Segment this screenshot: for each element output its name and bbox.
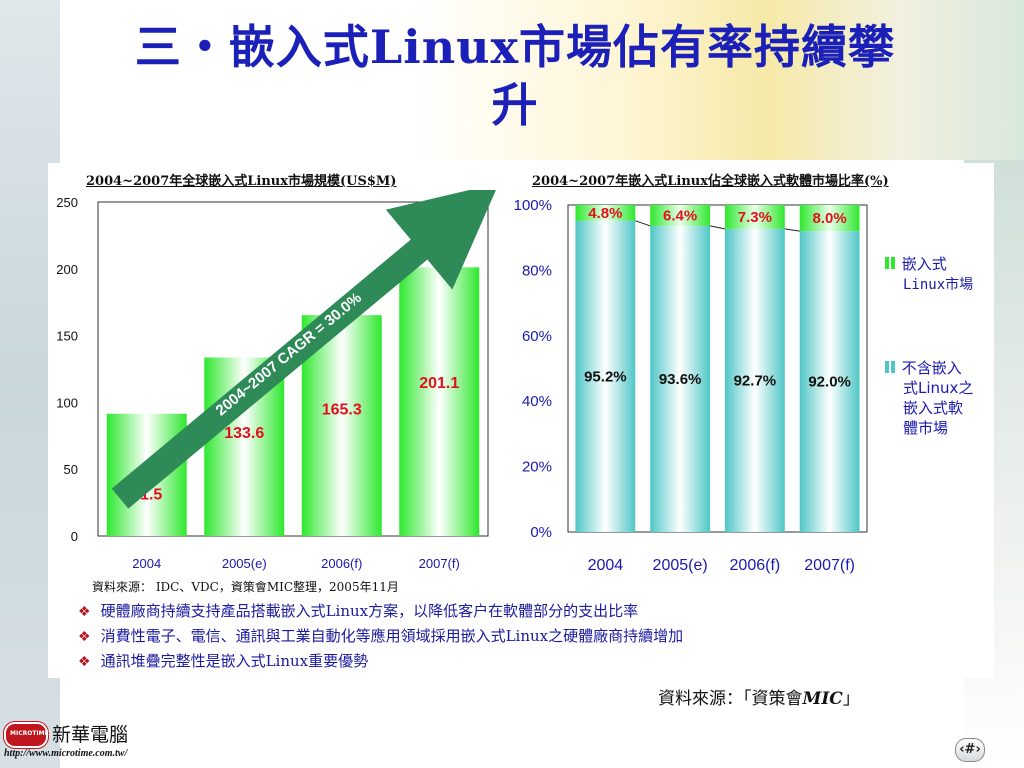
- legend-label-linux-2: Linux市場: [903, 277, 974, 293]
- logo-name: 新華電腦: [52, 724, 129, 746]
- y-tick-label: 100%: [514, 197, 552, 214]
- y-tick-label: 50: [64, 462, 78, 477]
- growth-arrow: [111, 190, 498, 509]
- data-label-linux: 8.0%: [813, 210, 847, 227]
- legend-label-linux-1: 嵌入式: [901, 255, 947, 273]
- data-label-linux: 6.4%: [663, 207, 697, 224]
- y-tick-label: 20%: [522, 459, 552, 476]
- legend-swatch-green: [885, 257, 889, 269]
- bullet-item: ❖ 硬體廠商持續支持產品搭載嵌入式Linux方案，以降低客户在軟體部分的支出比率: [78, 602, 639, 620]
- y-tick-label: 200: [56, 262, 78, 277]
- page-number: ‹#›: [955, 738, 985, 762]
- logo-url: http://www.microtime.com.tw/: [4, 748, 128, 759]
- y-tick-label: 250: [56, 195, 78, 210]
- bar: [399, 267, 480, 536]
- legend-label-nonlinux-2: 式Linux之: [903, 379, 974, 397]
- market-size-chart: 05010015020025091.52004133.62005(e)165.3…: [56, 190, 498, 571]
- bar-non-linux: [650, 225, 711, 532]
- legend-label-nonlinux-1: 不含嵌入: [901, 359, 962, 377]
- bar-linux: [724, 205, 785, 229]
- data-label-non-linux: 95.2%: [584, 368, 627, 385]
- bullet-list: ❖ 硬體廠商持續支持產品搭載嵌入式Linux方案，以降低客户在軟體部分的支出比率 …: [78, 599, 683, 674]
- right-chart-title: 2004~2007年嵌入式Linux佔全球嵌入式軟體市場比率(%): [532, 174, 889, 189]
- y-tick-label: 40%: [522, 393, 552, 410]
- bar-linux: [799, 205, 860, 232]
- bullet-item: ❖ 消費性電子、電信、通訊與工業自動化等應用領域採用嵌入式Linux之硬體廠商持續…: [78, 627, 684, 645]
- x-tick-label: 2004: [132, 556, 161, 571]
- y-tick-label: 60%: [522, 328, 552, 345]
- x-tick-label: 2005(e): [653, 557, 708, 574]
- data-label-non-linux: 93.6%: [659, 371, 702, 388]
- series-connector: [784, 228, 800, 232]
- data-label: 165.3: [322, 402, 362, 419]
- data-label-linux: 7.3%: [738, 209, 772, 226]
- x-tick-label: 2007(f): [419, 556, 460, 571]
- series-connector: [635, 220, 651, 227]
- bar-non-linux: [724, 228, 785, 532]
- y-tick-label: 150: [56, 329, 78, 344]
- diamond-bullet-icon: ❖: [78, 629, 91, 645]
- y-tick-label: 0%: [530, 524, 552, 541]
- background-top: [0, 0, 1024, 160]
- bullet-item: ❖ 通訊堆疊完整性是嵌入式Linux重要優勢: [78, 652, 369, 670]
- slide-title: 三‧嵌入式Linux市場佔有率持續攀 升: [40, 18, 990, 134]
- logo-badge-icon: MICROTIME: [4, 722, 49, 748]
- x-tick-label: 2006(f): [730, 557, 781, 574]
- diamond-bullet-icon: ❖: [78, 654, 91, 670]
- slide-title-line1: 三‧嵌入式Linux市場佔有率持續攀: [134, 20, 896, 74]
- data-label: 133.6: [224, 425, 264, 442]
- legend-item-linux: 嵌入式 Linux市場: [885, 254, 973, 295]
- x-tick-label: 2007(f): [804, 557, 855, 574]
- x-tick-label: 2005(e): [222, 556, 267, 571]
- diamond-bullet-icon: ❖: [78, 604, 91, 620]
- bar-linux: [650, 205, 711, 226]
- bar-non-linux: [799, 231, 860, 532]
- legend-item-non-linux: 不含嵌入 式Linux之 嵌入式軟 體市場: [885, 358, 973, 438]
- legend-label-nonlinux-4: 體市場: [903, 419, 949, 437]
- data-label: 201.1: [419, 375, 459, 392]
- y-tick-label: 0: [71, 529, 78, 544]
- y-tick-label: 100: [56, 395, 78, 410]
- slide-title-line2: 升: [491, 78, 539, 132]
- y-tick-label: 80%: [522, 262, 552, 279]
- legend-label-nonlinux-3: 嵌入式軟: [903, 399, 964, 417]
- chart-source-note: 資料來源： IDC、VDC，資策會MIC整理，2005年11月: [92, 580, 399, 594]
- data-label-non-linux: 92.0%: [808, 374, 851, 391]
- series-connector: [709, 225, 726, 230]
- legend-swatch-teal: [885, 361, 889, 373]
- x-tick-label: 2006(f): [321, 556, 362, 571]
- slide-source: 資料來源：「資策會MIC」: [658, 689, 860, 709]
- market-share-chart: 0% 20% 40% 60% 80% 100% 4.8% 95.2% 2004 6.4% 93.6%…: [514, 197, 868, 574]
- data-label-non-linux: 92.7%: [734, 372, 777, 389]
- bar-non-linux: [575, 220, 636, 533]
- x-tick-label: 2004: [588, 557, 624, 574]
- left-chart-title: 2004~2007年全球嵌入式Linux市場規模(US$M): [86, 174, 397, 189]
- data-label-linux: 4.8%: [588, 205, 622, 222]
- bar-linux: [575, 205, 636, 221]
